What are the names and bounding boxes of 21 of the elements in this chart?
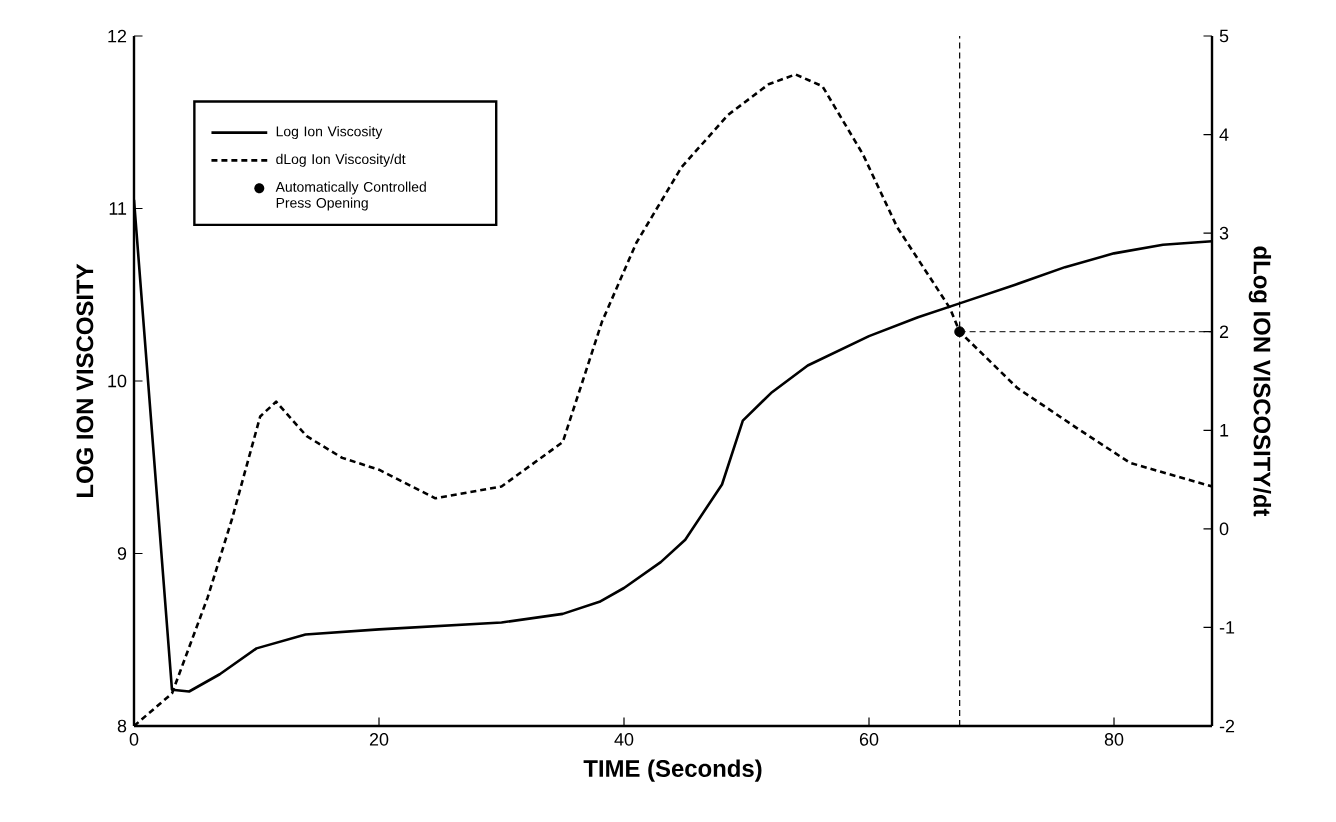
y-tick-label: 12 bbox=[108, 29, 127, 43]
y-axis-title: LOG ION VISCOSITY bbox=[76, 263, 94, 497]
x-tick-label: 60 bbox=[859, 733, 879, 746]
y2-tick-label: -2 bbox=[1219, 719, 1235, 733]
y2-tick-label: 1 bbox=[1220, 424, 1229, 437]
y-tick-label: 9 bbox=[117, 547, 127, 560]
x-tick-label: 20 bbox=[369, 733, 389, 746]
y2-tick-label: 2 bbox=[1219, 325, 1229, 338]
x-tick-label: 0 bbox=[129, 733, 139, 746]
y2-tick-label: 3 bbox=[1219, 226, 1229, 240]
y2-tick-label: 0 bbox=[1219, 522, 1229, 536]
y2-tick-label: -1 bbox=[1219, 621, 1235, 634]
x-tick-label: 80 bbox=[1104, 733, 1124, 746]
y-tick-label: 8 bbox=[117, 719, 127, 733]
x-tick-label: 40 bbox=[614, 733, 634, 746]
x-axis-title: TIME (Seconds) bbox=[583, 759, 762, 782]
y2-axis-title: dLog ION VISCOSITY/dt bbox=[1248, 246, 1272, 517]
y2-tick-label: 5 bbox=[1219, 29, 1229, 43]
y-tick-label: 10 bbox=[108, 374, 127, 388]
y2-tick-label: 4 bbox=[1219, 128, 1229, 141]
y-tick-label: 11 bbox=[109, 202, 127, 215]
